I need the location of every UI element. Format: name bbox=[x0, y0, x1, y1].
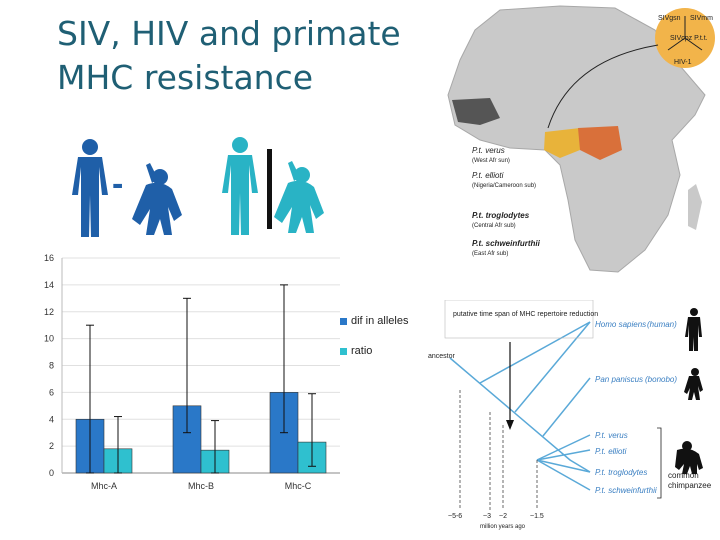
siv-label-mm: SIVmm bbox=[690, 15, 713, 22]
time-unit-label: million years ago bbox=[480, 524, 526, 530]
time-tick-label: ~5-6 bbox=[448, 513, 462, 520]
tree-label-human-common: (human) bbox=[647, 320, 677, 329]
tree-label-human: Homo sapiens bbox=[595, 320, 646, 329]
subspecies-name: P.t. verus bbox=[472, 146, 505, 155]
tree-leaf-label: P.t. troglodytes bbox=[595, 468, 647, 477]
tree-header-line-1: putative time span of MHC repertoire red… bbox=[453, 311, 598, 318]
subspecies-labels: P.t. verus (West Afr sun) P.t. ellioti (… bbox=[472, 146, 541, 257]
tree-label-bonobo-common: (bonobo) bbox=[645, 375, 677, 384]
tree-ancestor-label: ancestor bbox=[428, 353, 456, 360]
slide-title: SIV, HIV and primate MHC resistance bbox=[57, 12, 437, 100]
y-tick-label: 4 bbox=[49, 414, 54, 424]
legend-item-ratio: ratio bbox=[340, 345, 372, 357]
time-tick-label: ~3 bbox=[483, 513, 491, 520]
divider-bar bbox=[267, 149, 272, 229]
legend-item-alleles: dif in alleles bbox=[340, 315, 408, 327]
phylogeny-tree: putative time span of MHC repertoire red… bbox=[428, 300, 712, 530]
time-tick-label: ~1.5 bbox=[530, 513, 544, 520]
title-line-1: SIV, HIV and primate bbox=[57, 14, 401, 53]
bonobo-figure-icon bbox=[684, 368, 703, 400]
subspecies-name: P.t. schweinfurthii bbox=[472, 239, 541, 248]
human-figure-icon bbox=[685, 308, 702, 351]
y-tick-label: 6 bbox=[49, 387, 54, 397]
human-silhouette-dark-icon bbox=[72, 139, 108, 237]
tree-leaf-label: P.t. schweinfurthii bbox=[595, 486, 657, 495]
region-troglodytes bbox=[578, 126, 622, 160]
y-tick-label: 10 bbox=[44, 334, 54, 344]
bar-chart: 0 2 4 6 8 10 12 14 16 Mhc-A Mhc-B Mhc-C bbox=[44, 253, 340, 491]
y-tick-label: 16 bbox=[44, 253, 54, 263]
subspecies-name: P.t. ellioti bbox=[472, 171, 504, 180]
x-category-label: Mhc-B bbox=[188, 481, 214, 491]
y-tick-label: 8 bbox=[49, 361, 54, 371]
subspecies-region: (West Afr sun) bbox=[472, 158, 510, 164]
tree-group-label-2: chimpanzee bbox=[668, 481, 712, 490]
title-line-2: MHC resistance bbox=[57, 58, 314, 97]
africa-map: SIVgsn SIVmm SIVcpz P.t.t. HIV-1 P.t. ve… bbox=[447, 5, 715, 273]
siv-label-gsn: SIVgsn bbox=[658, 15, 681, 22]
subspecies-name: P.t. troglodytes bbox=[472, 211, 530, 220]
chimpanzee-figure-icon bbox=[675, 441, 703, 474]
transmission-arrow bbox=[547, 44, 659, 129]
x-category-label: Mhc-A bbox=[91, 481, 117, 491]
legend-swatch-alleles bbox=[340, 317, 347, 325]
y-tick-label: 14 bbox=[44, 280, 54, 290]
subspecies-region: (East Afr sub) bbox=[472, 251, 508, 257]
tree-leaf-label: P.t. ellioti bbox=[595, 447, 627, 456]
y-tick-label: 2 bbox=[49, 441, 54, 451]
chimp-silhouette-dark-icon bbox=[132, 163, 182, 235]
y-tick-label: 0 bbox=[49, 468, 54, 478]
legend-label-ratio: ratio bbox=[351, 345, 373, 357]
siv-label-cpz: SIVcpz P.t.t. bbox=[670, 35, 708, 42]
human-silhouette-teal-icon bbox=[222, 137, 258, 235]
region-ellioti bbox=[544, 128, 580, 158]
tree-leaf-label: P.t. verus bbox=[595, 431, 628, 440]
chimp-silhouette-teal-icon bbox=[274, 161, 324, 233]
siv-label-hiv1: HIV-1 bbox=[674, 59, 692, 66]
y-tick-label: 12 bbox=[44, 307, 54, 317]
silhouette-group: - bbox=[72, 137, 324, 237]
legend-label-alleles: dif in alleles bbox=[351, 315, 409, 327]
legend-swatch-ratio bbox=[340, 347, 347, 355]
time-tick-label: ~2 bbox=[499, 513, 507, 520]
region-verus bbox=[452, 98, 500, 125]
madagascar-shape bbox=[688, 184, 702, 230]
minus-sign: - bbox=[112, 165, 123, 203]
tree-group-label-1: common bbox=[668, 471, 699, 480]
subspecies-region: (Central Afr sub) bbox=[472, 223, 516, 229]
x-category-label: Mhc-C bbox=[285, 481, 312, 491]
tree-label-bonobo: Pan paniscus bbox=[595, 375, 643, 384]
subspecies-region: (Nigeria/Cameroon sub) bbox=[472, 183, 536, 189]
